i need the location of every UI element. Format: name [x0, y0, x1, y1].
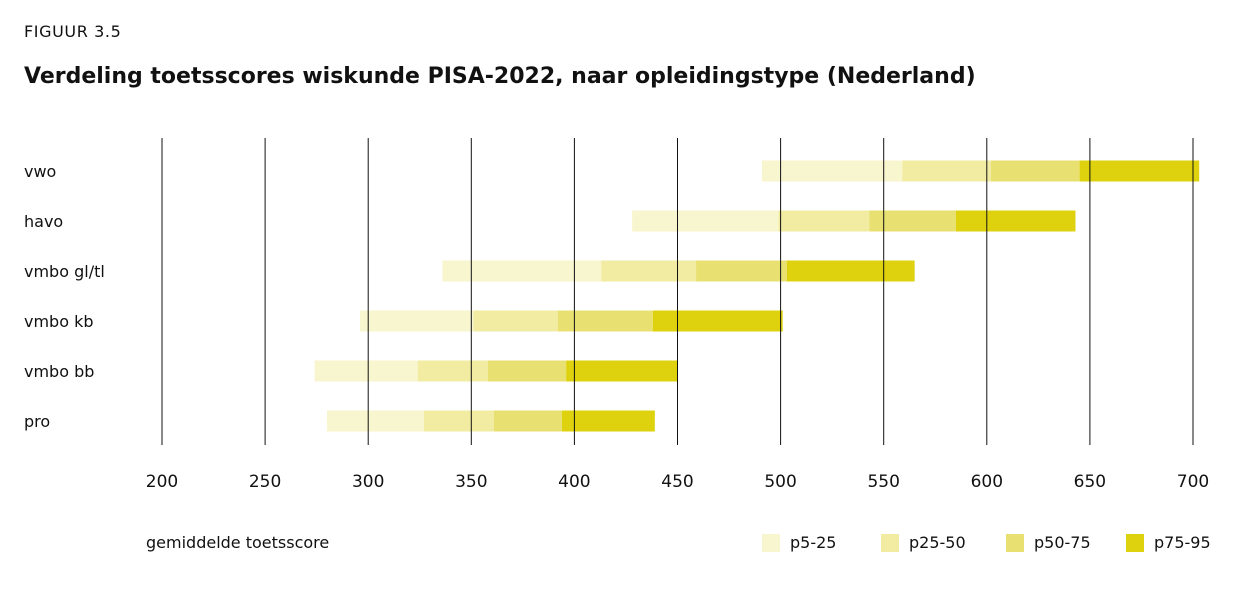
legend-item-p50-75: p50-75 — [1006, 533, 1091, 552]
legend-swatch-p75-95 — [1126, 533, 1144, 552]
bar-vwo-p25-50 — [902, 160, 991, 182]
bar-vmbo-kb-p75-95 — [652, 310, 783, 332]
bar-vmbo-kb-p50-75 — [557, 310, 653, 332]
bar-vmbo-gl-tl-p25-50 — [601, 260, 697, 282]
chart-title: Verdeling toetsscores wiskunde PISA-2022… — [24, 64, 976, 89]
x-tick-label-550: 550 — [867, 472, 899, 492]
figure-label: FIGUUR 3.5 — [24, 22, 122, 41]
bar-vwo-p5-25 — [762, 160, 903, 182]
x-tick-label-250: 250 — [249, 472, 281, 492]
category-label-vmbo-gl-tl: vmbo gl/tl — [24, 262, 105, 281]
x-tick-label-650: 650 — [1074, 472, 1106, 492]
bar-vmbo-gl-tl-p50-75 — [696, 260, 787, 282]
bar-havo-p25-50 — [778, 210, 870, 232]
bar-vmbo-kb-p5-25 — [359, 310, 474, 332]
bar-pro-p25-50 — [423, 410, 494, 432]
legend-label-p5-25: p5-25 — [790, 533, 837, 552]
x-tick-label-450: 450 — [661, 472, 693, 492]
category-label-havo: havo — [24, 212, 63, 231]
legend-swatch-p50-75 — [1006, 533, 1024, 552]
legend-item-p5-25: p5-25 — [762, 533, 836, 552]
category-label-vwo: vwo — [24, 162, 56, 181]
x-tick-label-600: 600 — [971, 472, 1003, 492]
bar-havo-p75-95 — [955, 210, 1076, 232]
bar-vwo-p75-95 — [1079, 160, 1200, 182]
legend-swatch-p5-25 — [762, 533, 780, 552]
bar-pro-p75-95 — [562, 410, 655, 432]
bar-vmbo-kb-p25-50 — [473, 310, 558, 332]
legend-item-p75-95: p75-95 — [1126, 533, 1211, 552]
legend-label-p75-95: p75-95 — [1154, 533, 1211, 552]
x-axis-label: gemiddelde toetsscore — [146, 533, 330, 552]
bar-vmbo-gl-tl-p5-25 — [442, 260, 602, 282]
bar-havo-p5-25 — [632, 210, 779, 232]
bar-vwo-p50-75 — [990, 160, 1080, 182]
x-tick-label-200: 200 — [146, 472, 178, 492]
bar-havo-p50-75 — [869, 210, 956, 232]
bar-vmbo-bb-p50-75 — [487, 360, 567, 382]
x-tick-label-350: 350 — [455, 472, 487, 492]
bar-vmbo-bb-p25-50 — [417, 360, 488, 382]
bar-pro-p5-25 — [326, 410, 424, 432]
x-tick-label-500: 500 — [764, 472, 796, 492]
x-tick-label-300: 300 — [352, 472, 384, 492]
legend-label-p50-75: p50-75 — [1034, 533, 1091, 552]
category-label-vmbo-kb: vmbo kb — [24, 312, 94, 331]
category-label-vmbo-bb: vmbo bb — [24, 362, 94, 381]
category-label-pro: pro — [24, 412, 50, 431]
legend-label-p25-50: p25-50 — [909, 533, 966, 552]
legend-swatch-p25-50 — [881, 533, 899, 552]
legend-item-p25-50: p25-50 — [881, 533, 966, 552]
bar-vmbo-gl-tl-p75-95 — [786, 260, 915, 282]
x-tick-label-400: 400 — [558, 472, 590, 492]
x-tick-label-700: 700 — [1177, 472, 1209, 492]
bar-vmbo-bb-p5-25 — [314, 360, 418, 382]
bar-vmbo-bb-p75-95 — [566, 360, 678, 382]
bar-pro-p50-75 — [493, 410, 563, 432]
